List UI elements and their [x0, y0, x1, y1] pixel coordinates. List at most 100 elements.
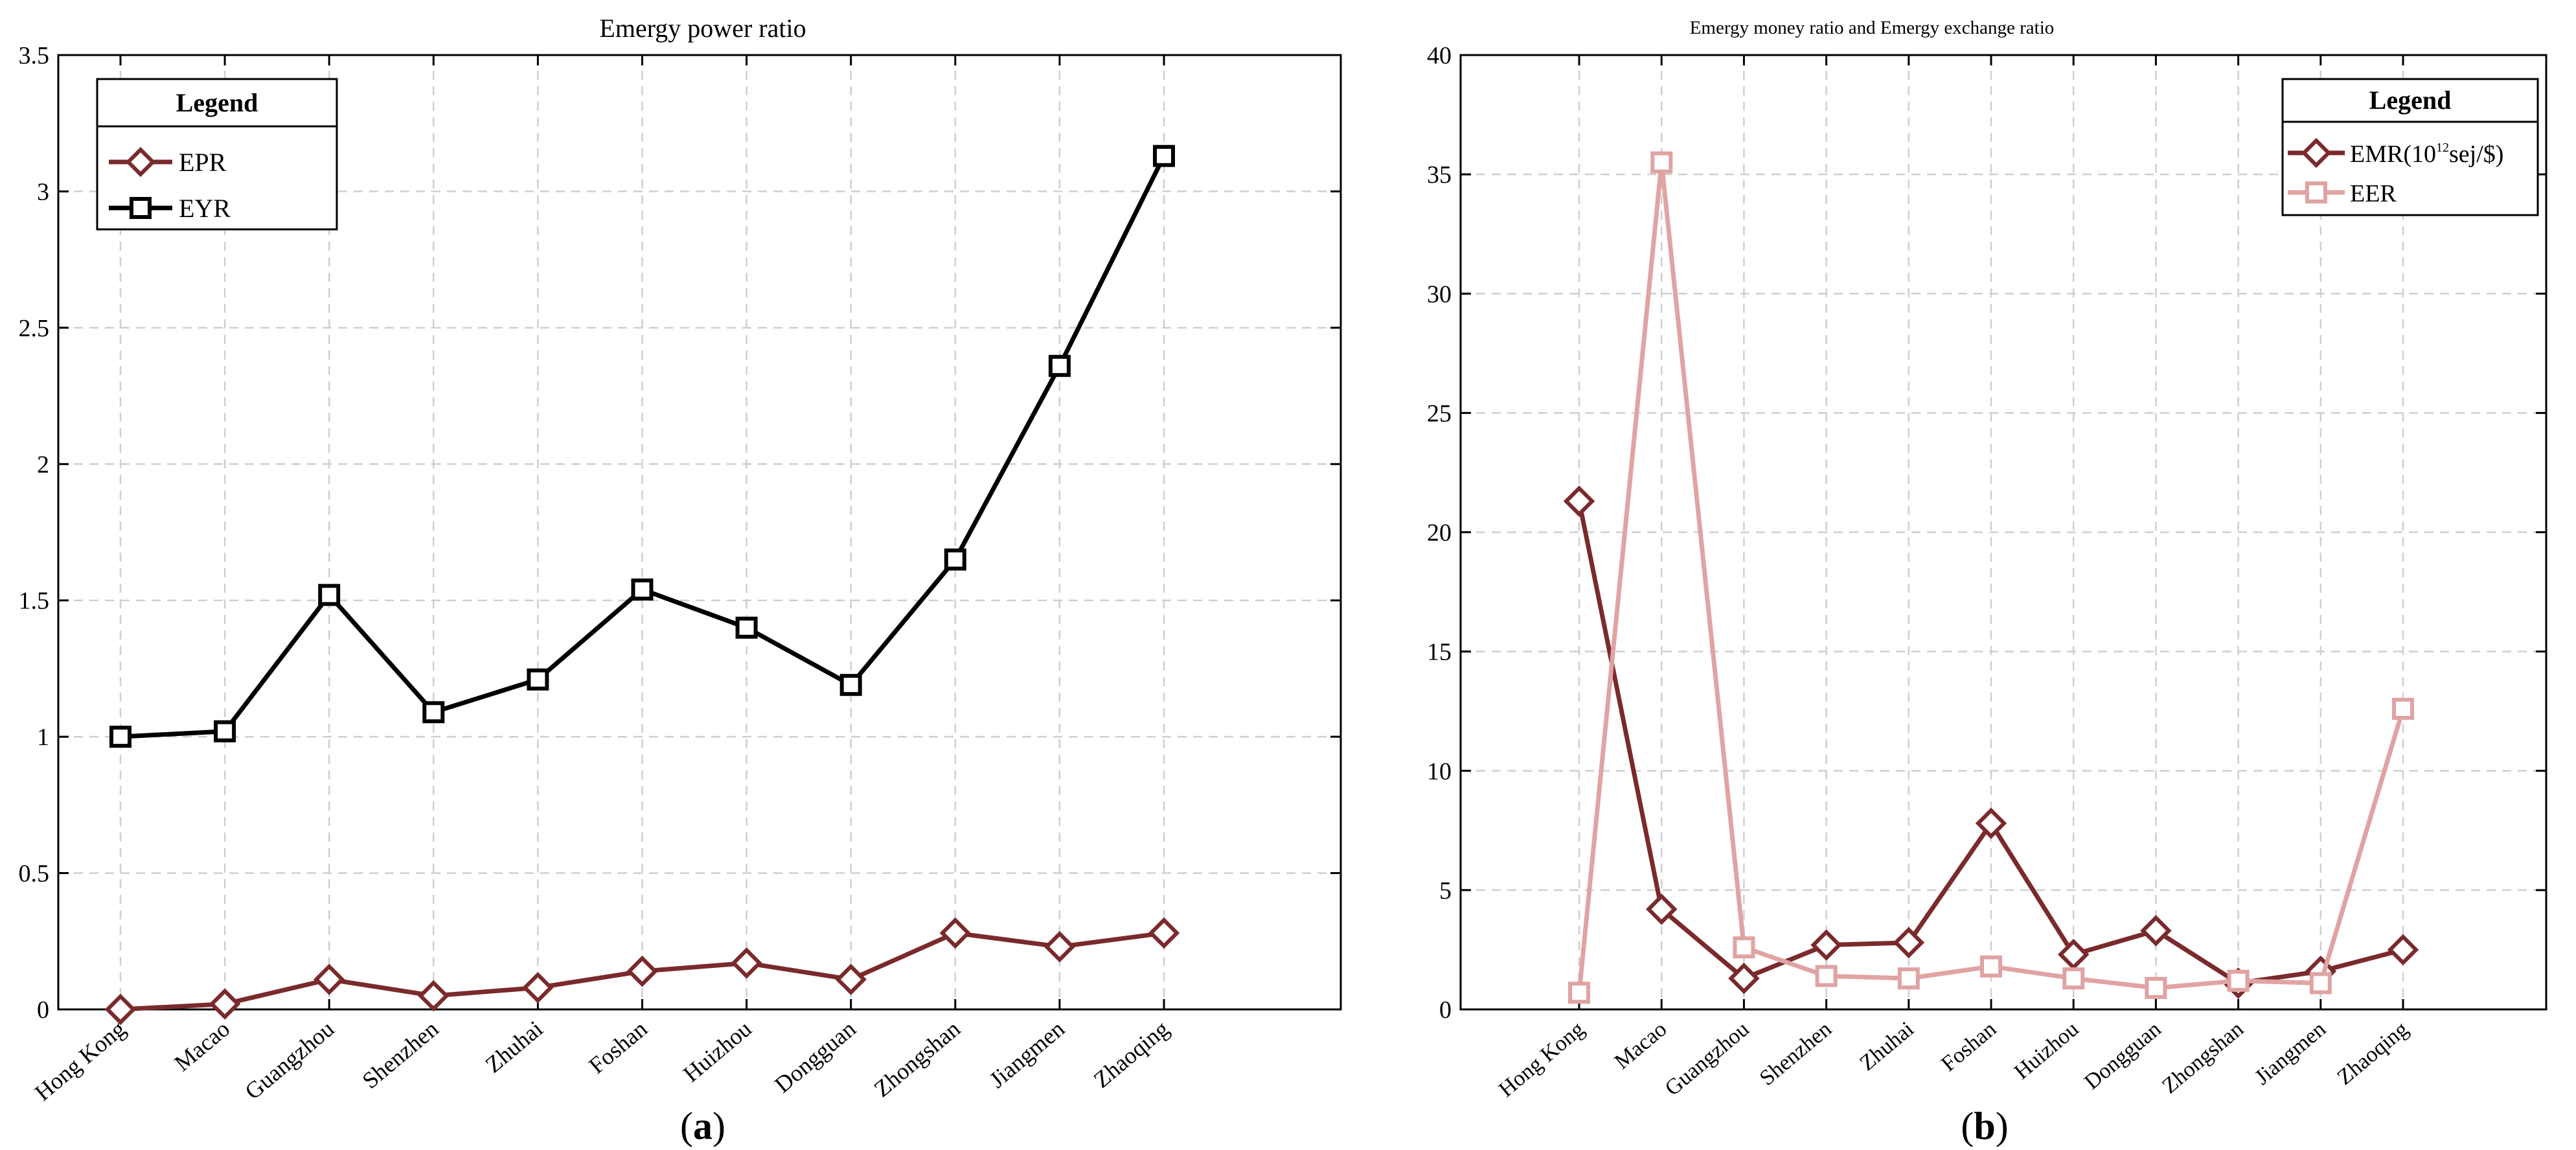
- chart-a-xtick-label: Macao: [169, 1015, 234, 1076]
- chart-a-point-eyr: [631, 578, 654, 601]
- chart-b-legend: Legend EMR(1012sej/$) EER: [2281, 78, 2539, 216]
- chart-b-ytick-label: 25: [1427, 400, 1452, 427]
- chart-a-point-epr: [1148, 917, 1180, 949]
- chart-a-legend-eyr-marker: [130, 197, 152, 219]
- chart-b-point-eer: [2309, 972, 2332, 995]
- chart-b-point-emr: [1645, 893, 1678, 925]
- chart-a-point-epr: [626, 955, 658, 987]
- chart-a-point-epr: [209, 988, 241, 1020]
- chart-a-point-eyr: [214, 720, 236, 742]
- chart-a-xtick-label: Jiangmen: [985, 1015, 1069, 1092]
- chart-a-plot-frame: [57, 54, 1342, 1011]
- chart-b-panel-letter: b: [1974, 1105, 1995, 1147]
- chart-a-legend-epr-label: EPR: [179, 148, 227, 177]
- chart-a-title: Emergy power ratio: [599, 14, 806, 43]
- chart-b-point-eer: [1733, 936, 1755, 959]
- chart-a-series: [104, 144, 1180, 1026]
- chart-b-ytick-label: 10: [1427, 758, 1452, 785]
- chart-b-legend-emr-label: EMR(1012sej/$): [2350, 141, 2503, 168]
- chart-b-ytick-label: 5: [1439, 877, 1452, 904]
- chart-b-panel-label: (b): [1961, 1105, 2008, 1147]
- chart-b-grid: [1461, 55, 2546, 1009]
- chart-a-panel-letter: a: [693, 1105, 712, 1147]
- chart-a-ytick-label: 2: [37, 451, 49, 478]
- chart-a-point-epr: [731, 947, 762, 979]
- chart-b-ytick-label: 30: [1427, 281, 1452, 308]
- chart-b-legend-eer-marker: [2305, 181, 2327, 203]
- chart-a-xtick-label: Guangzhou: [240, 1015, 339, 1104]
- chart-b-ytick-label: 35: [1427, 161, 1452, 189]
- chart-a-point-eyr: [318, 584, 341, 606]
- chart-b-legend-emr-marker: [2301, 137, 2332, 168]
- chart-b-xtick-label: Huizhou: [2010, 1017, 2083, 1085]
- chart-panel-a: Emergy power ratio 0 0.5 1 1.5 2 2.5 3 3.5 Hong…: [19, 14, 1342, 1147]
- chart-a-point-eyr: [839, 674, 862, 696]
- chart-a-legend: Legend EPR EYR: [96, 78, 338, 231]
- chart-b-xtick-label: Guangzhou: [1661, 1017, 1754, 1101]
- chart-b-xtick-label: Macao: [1610, 1017, 1672, 1074]
- chart-b-point-emr: [2140, 915, 2172, 947]
- chart-a-point-eyr: [944, 548, 966, 571]
- chart-b-point-eer: [1568, 982, 1590, 1004]
- chart-a-xtick-label: Zhuhai: [481, 1015, 548, 1077]
- chart-b-point-eer: [1980, 955, 2002, 978]
- chart-b-point-eer: [1897, 967, 1920, 990]
- chart-b-series: [1563, 151, 2419, 1004]
- chart-a-point-eyr: [1153, 144, 1175, 167]
- chart-b-xtick-label: Hong Kong: [1494, 1017, 1589, 1102]
- chart-b-xtick-label: Zhongshan: [2158, 1017, 2248, 1098]
- chart-a-point-epr: [418, 980, 450, 1012]
- chart-b-ytick-label: 20: [1427, 520, 1452, 547]
- chart-b-xtick-label: Jiangmen: [2250, 1017, 2331, 1090]
- chart-a-ytick-label: 0.5: [19, 860, 50, 888]
- chart-b-point-eer: [2145, 976, 2167, 999]
- chart-panel-b: Emergy money ratio and Emergy exchange r…: [1427, 17, 2548, 1147]
- chart-b-point-eer: [1650, 151, 1673, 174]
- chart-a-ytick-label: 2.5: [19, 315, 50, 342]
- chart-b-point-eer: [2227, 969, 2250, 992]
- chart-a-xtick-label: Zhaoqing: [1089, 1015, 1174, 1092]
- chart-b-legend-emr-label-sup: 12: [2436, 141, 2449, 155]
- chart-b-legend-emr-label-suffix: sej/$): [2449, 141, 2503, 168]
- chart-a-ytick-label: 3.5: [19, 42, 50, 69]
- chart-a-point-epr: [939, 917, 972, 949]
- chart-a-point-eyr: [109, 726, 131, 748]
- chart-a-point-eyr: [422, 701, 445, 724]
- chart-a-legend-eyr-label: EYR: [179, 194, 231, 223]
- chart-b-legend-eer-label: EER: [2350, 180, 2397, 207]
- chart-b-point-eer: [2062, 967, 2085, 990]
- chart-b-xtick-label: Foshan: [1937, 1017, 2001, 1076]
- chart-b-xtick-label: Zhaoqing: [2333, 1017, 2413, 1090]
- chart-a-ytick-label: 1: [37, 724, 49, 751]
- chart-a-xtick-label: Dongguan: [769, 1015, 861, 1098]
- chart-a-ticks: [58, 54, 1341, 1011]
- chart-a-point-epr: [1043, 930, 1076, 963]
- chart-a-legend-epr-marker: [125, 146, 156, 178]
- chart-b-xtick-label: Zhuhai: [1855, 1017, 1919, 1075]
- chart-b-point-emr: [1728, 962, 1760, 995]
- chart-b-ytick-label: 0: [1439, 996, 1452, 1024]
- chart-a-point-epr: [835, 963, 867, 995]
- chart-a-xtick-label: Zhongshan: [869, 1015, 965, 1101]
- chart-a-ytick-label: 3: [37, 178, 49, 205]
- chart-b-point-eer: [2392, 698, 2414, 720]
- chart-a-panel-label: (a): [680, 1105, 725, 1147]
- chart-a-xtick-label: Hong Kong: [30, 1015, 130, 1105]
- chart-a-legend-title: Legend: [176, 88, 258, 117]
- chart-a-point-epr: [313, 963, 345, 995]
- chart-b-ytick-label: 40: [1427, 42, 1452, 69]
- chart-b-point-emr: [2057, 939, 2090, 971]
- chart-a-point-eyr: [1048, 354, 1071, 377]
- chart-b-legend-title: Legend: [2369, 86, 2452, 115]
- chart-a-ytick-label: 1.5: [19, 588, 50, 615]
- chart-b-y-tick-labels: 0 5 10 15 20 25 30 35 40: [1427, 42, 1452, 1024]
- chart-a-point-epr: [104, 993, 137, 1026]
- chart-a-xtick-label: Shenzhen: [358, 1015, 444, 1094]
- chart-b-point-emr: [1893, 926, 1925, 959]
- chart-a-point-eyr: [735, 616, 758, 639]
- chart-b-xtick-label: Shenzhen: [1755, 1017, 1836, 1090]
- chart-a-ytick-label: 0: [37, 996, 49, 1024]
